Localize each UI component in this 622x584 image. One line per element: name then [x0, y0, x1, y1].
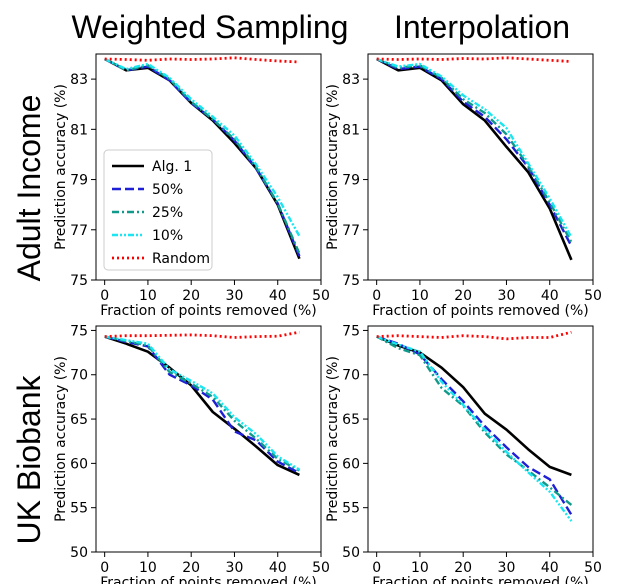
series-line-50	[376, 335, 573, 516]
y-tick-label: 50	[342, 545, 360, 561]
x-tick-label: 10	[139, 560, 157, 576]
x-tick-label: 50	[584, 288, 602, 304]
x-tick-label: 50	[312, 560, 330, 576]
chart-panel-1: 0 10 20 30 40 50 75 77 79 81 83 Fraction of points …	[53, 53, 330, 319]
legend: Alg. 1 50% 25% 10% Random	[103, 149, 213, 271]
legend-label: 10%	[152, 228, 183, 244]
x-tick-label: 0	[372, 560, 381, 576]
x-tick-label: 50	[312, 288, 330, 304]
x-axis-label: Fraction of points removed (%)	[372, 575, 588, 584]
series-line-25	[376, 57, 573, 243]
y-tick-label: 60	[342, 456, 360, 472]
series-line-10	[376, 335, 573, 522]
y-tick-label: 55	[342, 501, 360, 517]
axes-frame	[95, 325, 322, 553]
x-tick-label: 50	[584, 560, 602, 576]
x-tick-label: 0	[100, 560, 109, 576]
y-tick-label: 75	[70, 323, 88, 339]
y-tick-label: 75	[342, 273, 360, 289]
x-axis-label: Fraction of points removed (%)	[100, 303, 316, 319]
chart-panel-4: 0 10 20 30 40 50 50 55 60 65 70 75 Fraction of point…	[325, 323, 602, 584]
x-tick-label: 40	[269, 288, 287, 304]
series-line-25	[104, 335, 300, 472]
series-line-10	[376, 57, 573, 238]
x-tick-label: 40	[541, 288, 559, 304]
x-tick-label: 20	[454, 288, 472, 304]
y-tick-label: 70	[342, 368, 360, 384]
row-title-adult-income: Adult Income	[11, 95, 47, 282]
x-tick-label: 10	[139, 288, 157, 304]
series-line-25	[376, 335, 573, 506]
x-tick-label: 30	[226, 560, 244, 576]
series-line-alg-1	[104, 335, 300, 477]
series-line-random	[376, 56, 572, 63]
column-title-interpolation: Interpolation	[394, 9, 570, 45]
series-line-random	[376, 330, 572, 341]
y-tick-label: 81	[70, 122, 88, 138]
x-tick-label: 10	[411, 560, 429, 576]
y-tick-label: 75	[342, 323, 360, 339]
series-line-50	[104, 57, 301, 257]
series-line-10	[104, 57, 301, 237]
x-tick-label: 0	[100, 288, 109, 304]
axes-frame	[95, 53, 322, 281]
y-tick-label: 65	[342, 412, 360, 428]
x-tick-label: 30	[498, 288, 516, 304]
x-axis-label: Fraction of points removed (%)	[372, 303, 588, 319]
axes-frame	[367, 53, 594, 281]
legend-label: Alg. 1	[152, 159, 192, 175]
axes-frame	[367, 325, 594, 553]
chart-panel-3: 0 10 20 30 40 50 50 55 60 65 70 75 Fraction of point…	[53, 323, 330, 584]
column-title-weighted-sampling: Weighted Sampling	[72, 9, 349, 45]
legend-frame	[103, 149, 213, 271]
legend-label: Random	[152, 251, 210, 267]
series-line-random	[104, 56, 300, 64]
x-tick-label: 20	[182, 288, 200, 304]
legend-label: 50%	[152, 182, 183, 198]
y-axis-label: Prediction accuracy (%)	[325, 84, 341, 250]
y-tick-label: 70	[70, 368, 88, 384]
row-title-uk-biobank: UK Biobank	[11, 375, 47, 545]
y-tick-label: 50	[70, 545, 88, 561]
y-tick-label: 77	[70, 223, 88, 239]
x-tick-label: 20	[182, 560, 200, 576]
y-tick-label: 55	[70, 501, 88, 517]
y-tick-label: 75	[70, 273, 88, 289]
series-line-10	[104, 335, 301, 471]
chart-panel-2: 0 10 20 30 40 50 75 77 79 81 83 Fraction of points …	[325, 53, 602, 319]
y-tick-label: 79	[70, 173, 88, 189]
y-tick-label: 81	[342, 122, 360, 138]
y-tick-label: 83	[70, 72, 88, 88]
x-tick-label: 40	[269, 560, 287, 576]
series-line-25	[104, 57, 301, 255]
x-axis-label: Fraction of points removed (%)	[100, 575, 316, 584]
series-line-50	[104, 335, 300, 475]
x-tick-label: 30	[226, 288, 244, 304]
y-axis-label: Prediction accuracy (%)	[53, 84, 69, 250]
y-tick-label: 77	[342, 223, 360, 239]
series-line-alg-1	[376, 57, 573, 261]
x-tick-label: 20	[454, 560, 472, 576]
y-axis-label: Prediction accuracy (%)	[325, 356, 341, 522]
series-line-alg-1	[376, 335, 572, 477]
x-tick-label: 0	[372, 288, 381, 304]
y-tick-label: 65	[70, 412, 88, 428]
x-tick-label: 40	[541, 560, 559, 576]
y-tick-label: 60	[70, 456, 88, 472]
y-tick-label: 79	[342, 173, 360, 189]
x-tick-label: 30	[498, 560, 516, 576]
legend-label: 25%	[152, 205, 183, 221]
x-tick-label: 10	[411, 288, 429, 304]
series-line-random	[104, 330, 300, 339]
y-axis-label: Prediction accuracy (%)	[53, 356, 69, 522]
series-line-50	[376, 57, 573, 247]
y-tick-label: 83	[342, 72, 360, 88]
